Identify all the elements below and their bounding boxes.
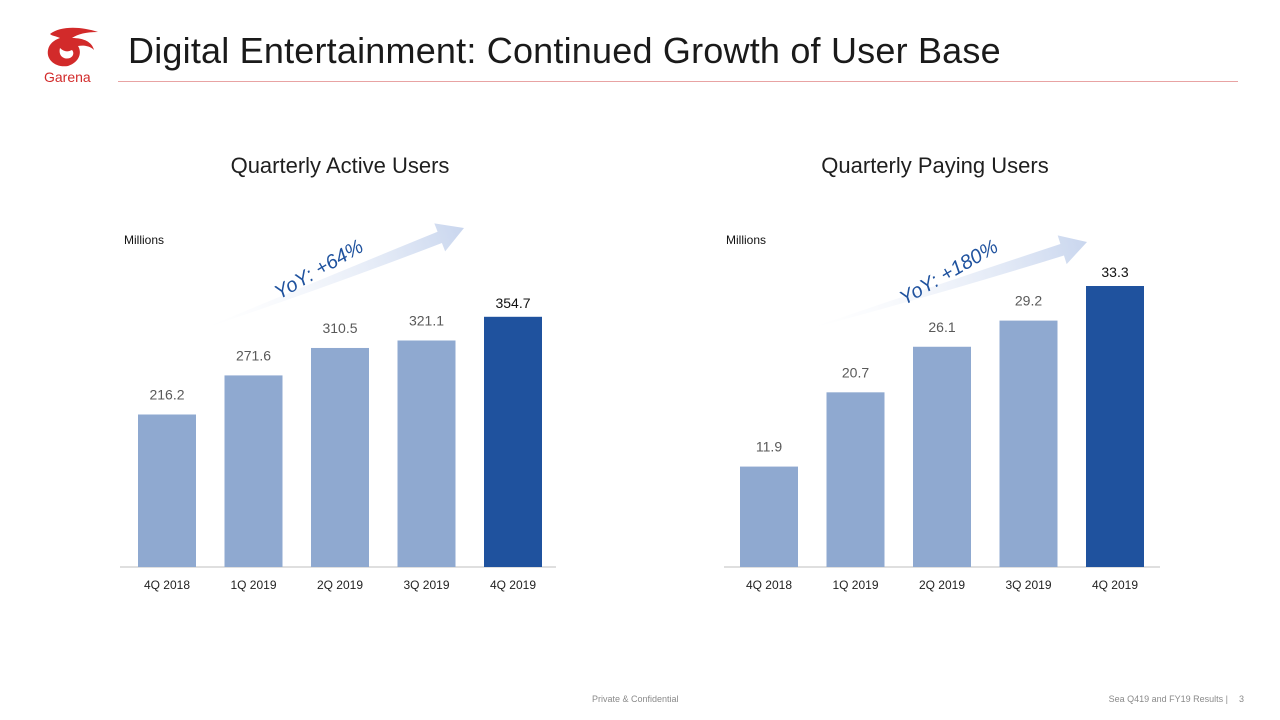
trend-arrow <box>200 223 464 330</box>
trend-arrow <box>805 235 1088 330</box>
trend-arrow-shape <box>805 235 1088 330</box>
bar <box>224 375 283 567</box>
bar <box>397 340 456 567</box>
x-tick-label: 4Q 2018 <box>746 578 792 592</box>
bar <box>826 392 885 567</box>
trend-arrow-path <box>805 235 1088 330</box>
data-label: 11.9 <box>756 439 782 455</box>
page-title: Digital Entertainment: Continued Growth … <box>128 30 1001 71</box>
data-label: 26.1 <box>928 319 955 335</box>
title-divider <box>118 81 1238 82</box>
chart-title-active-users: Quarterly Active Users <box>230 153 450 178</box>
logo-text: Garena <box>44 69 91 85</box>
bar <box>1086 286 1144 567</box>
bar <box>999 320 1058 567</box>
x-tick-label: 3Q 2019 <box>403 578 449 592</box>
chart-title-paying-users: Quarterly Paying Users <box>821 153 1049 178</box>
footer-confidential: Private & Confidential <box>592 694 679 704</box>
footer-report-name: Sea Q419 and FY19 Results | <box>1108 694 1228 704</box>
data-label: 33.3 <box>1101 264 1128 280</box>
data-label: 216.2 <box>149 386 184 402</box>
bar <box>484 316 542 567</box>
data-label: 271.6 <box>236 347 271 363</box>
bar <box>740 466 798 567</box>
x-tick-label: 4Q 2019 <box>1092 578 1138 592</box>
x-tick-label: 1Q 2019 <box>832 578 878 592</box>
trend-arrow-shape <box>200 223 464 330</box>
x-tick-label: 2Q 2019 <box>919 578 965 592</box>
data-label: 354.7 <box>495 295 530 311</box>
x-tick-label: 3Q 2019 <box>1005 578 1051 592</box>
data-label: 29.2 <box>1015 293 1042 309</box>
x-tick-label: 1Q 2019 <box>230 578 276 592</box>
x-tick-label: 4Q 2019 <box>490 578 536 592</box>
bar <box>311 347 369 567</box>
trend-arrow-path <box>200 223 464 330</box>
bar <box>138 414 196 567</box>
unit-label-active-users: Millions <box>124 233 165 247</box>
data-label: 310.5 <box>322 320 357 336</box>
x-tick-label: 2Q 2019 <box>317 578 363 592</box>
garena-logo: Garena <box>40 26 102 88</box>
x-tick-label: 4Q 2018 <box>144 578 190 592</box>
page-number: 3 <box>1238 694 1244 704</box>
unit-label-paying-users: Millions <box>726 233 767 247</box>
bar <box>913 346 971 567</box>
garena-dragon-icon <box>47 27 98 67</box>
data-label: 321.1 <box>409 312 444 328</box>
data-label: 20.7 <box>842 364 869 380</box>
